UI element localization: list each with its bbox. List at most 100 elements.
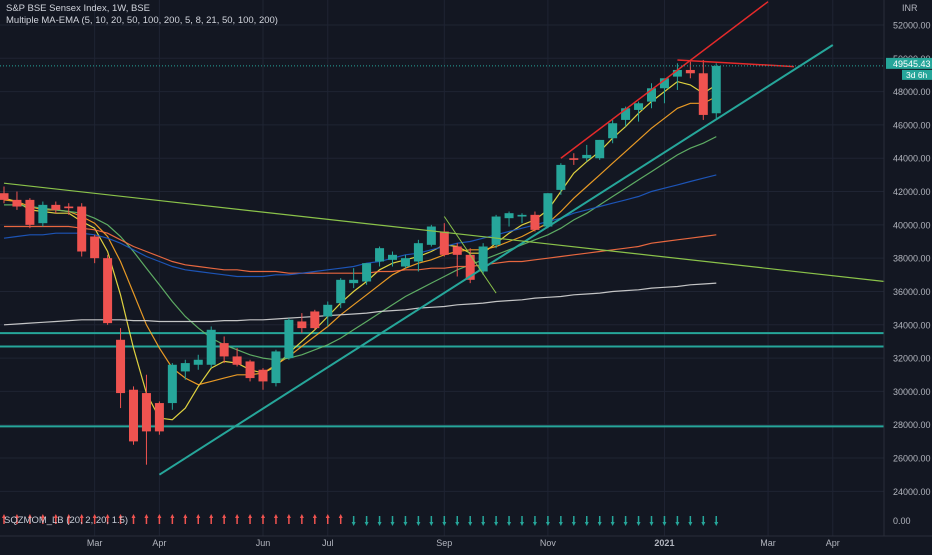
momentum-arrow xyxy=(312,514,317,518)
candle-body xyxy=(400,258,410,267)
moving-average-line xyxy=(4,225,717,274)
price-tick-label: 36000.00 xyxy=(893,287,931,297)
currency-label: INR xyxy=(902,3,918,13)
momentum-arrow xyxy=(79,514,84,518)
candle-body xyxy=(336,279,346,304)
moving-average-line xyxy=(4,136,717,361)
momentum-arrow xyxy=(468,522,473,526)
trend-line xyxy=(443,216,497,294)
candle-body xyxy=(543,193,553,227)
momentum-arrow xyxy=(66,514,71,518)
momentum-arrow xyxy=(714,522,719,526)
candle-body xyxy=(491,216,501,245)
momentum-arrow xyxy=(429,522,434,526)
momentum-arrow xyxy=(442,522,447,526)
momentum-arrow xyxy=(377,522,382,526)
candle-body xyxy=(258,369,268,382)
momentum-arrow xyxy=(507,522,512,526)
candles xyxy=(0,59,721,465)
time-axis: Mar Apr Jun Jul Sep Nov 2021 Mar Apr xyxy=(0,535,932,548)
momentum-arrow xyxy=(558,522,563,526)
candle-body xyxy=(595,139,605,159)
price-tick-label: 28000.00 xyxy=(893,420,931,430)
candle-body xyxy=(25,199,35,225)
candle-body xyxy=(672,69,682,77)
momentum-arrow xyxy=(273,514,278,518)
trend-line xyxy=(3,182,885,283)
moving-average-line xyxy=(3,174,717,278)
momentum-arrow xyxy=(545,522,550,526)
momentum-value-label: 0.00 xyxy=(893,516,911,526)
candle-body xyxy=(634,103,644,110)
moving-average-line xyxy=(3,96,717,386)
candle-body xyxy=(0,193,9,200)
momentum-arrow xyxy=(196,514,201,518)
price-tick-label: 24000.00 xyxy=(893,487,931,497)
momentum-indicator-label: SQZMOM_LB (20, 2, 20, 1.5) xyxy=(4,515,129,526)
price-tick-label: 40000.00 xyxy=(893,220,931,230)
candle-body xyxy=(685,69,695,74)
momentum-arrow xyxy=(481,522,486,526)
candle-body xyxy=(206,329,216,365)
candle-body xyxy=(310,311,320,329)
momentum-arrow xyxy=(610,522,615,526)
price-tick-label: 42000.00 xyxy=(893,187,931,197)
momentum-arrow xyxy=(455,522,460,526)
countdown-badge xyxy=(902,69,932,80)
candle-body xyxy=(141,393,151,432)
momentum-arrow xyxy=(520,522,524,526)
candle-body xyxy=(90,236,100,259)
candle-body xyxy=(349,279,359,284)
momentum-arrow xyxy=(235,514,240,518)
indicator-title: Multiple MA-EMA (5, 10, 20, 50, 100, 200… xyxy=(6,15,278,26)
candle-body xyxy=(51,204,61,210)
candle-body xyxy=(64,206,74,209)
candle-body xyxy=(504,213,514,219)
momentum-arrow xyxy=(584,522,589,526)
momentum-arrow xyxy=(53,514,58,518)
candle-body xyxy=(103,258,113,324)
trend-lines xyxy=(3,1,885,476)
candle-body xyxy=(219,343,229,357)
candle-body xyxy=(556,164,566,190)
candle-body xyxy=(116,339,126,394)
candle-body xyxy=(647,88,656,102)
price-tick-label: 34000.00 xyxy=(893,320,931,330)
time-tick-label: Jul xyxy=(322,538,334,548)
chart-title: S&P BSE Sensex Index, 1W, BSE xyxy=(6,3,150,14)
momentum-arrow xyxy=(27,514,32,518)
time-tick-label: Nov xyxy=(540,538,557,548)
candle-body xyxy=(362,263,372,282)
momentum-arrow xyxy=(571,522,576,526)
candle-body xyxy=(388,254,397,260)
candle-body xyxy=(608,123,618,139)
momentum-arrow xyxy=(623,522,628,526)
momentum-arrow xyxy=(636,522,641,526)
candle-body xyxy=(569,158,579,160)
momentum-markers xyxy=(2,514,719,526)
momentum-arrow xyxy=(675,522,680,526)
candle-body xyxy=(232,356,242,365)
candle-body xyxy=(323,304,333,317)
candle-body xyxy=(530,214,540,230)
time-tick-label: Apr xyxy=(152,538,166,548)
candle-body xyxy=(517,214,527,217)
last-price-badge xyxy=(886,57,932,69)
candle-body xyxy=(129,389,138,442)
price-axis: 24000.00 26000.00 28000.00 30000.00 32000.00… xyxy=(883,0,932,536)
momentum-arrow xyxy=(261,514,265,518)
candle-body xyxy=(413,243,423,262)
candle-body xyxy=(167,364,177,404)
price-tick-label: 46000.00 xyxy=(893,120,931,130)
momentum-arrow xyxy=(170,514,175,518)
candle-body xyxy=(12,199,22,207)
candle-body xyxy=(271,351,281,384)
price-tick-label: 26000.00 xyxy=(893,454,931,464)
time-tick-label: Sep xyxy=(436,538,452,548)
time-tick-label: 2021 xyxy=(654,538,674,548)
momentum-arrow xyxy=(248,514,253,518)
momentum-arrow xyxy=(222,514,227,518)
momentum-arrow xyxy=(403,522,408,526)
